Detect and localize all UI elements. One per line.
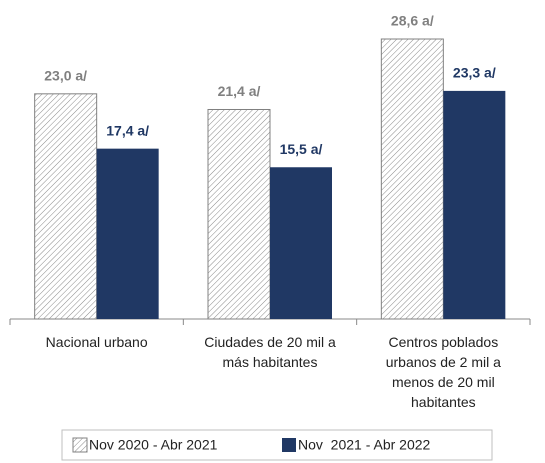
legend-box [61,429,493,461]
bar [443,90,506,319]
legend-label: Nov 2020 - Abr 2021 [89,437,218,453]
data-label: 23,0 a/ [44,68,87,84]
data-label: 28,6 a/ [391,13,434,29]
x-tick-label: Nacional urbano [45,334,148,350]
legend-swatch [282,438,296,452]
legend-swatch [72,437,88,453]
x-tick-label: Ciudades de 20 mil a más habitantes [204,334,336,370]
legend-label: Nov 2021 - Abr 2022 [298,437,431,453]
data-label: 15,5 a/ [280,141,323,157]
x-tick-label: Centros poblados urbanos de 2 mil a meno… [385,334,501,410]
data-label: 21,4 a/ [218,83,261,99]
bar [380,38,444,320]
data-label: 17,4 a/ [106,122,149,138]
bar [207,108,271,320]
bar [96,148,159,319]
data-label: 23,3 a/ [453,65,496,81]
bar [270,167,332,319]
bar [34,93,98,320]
